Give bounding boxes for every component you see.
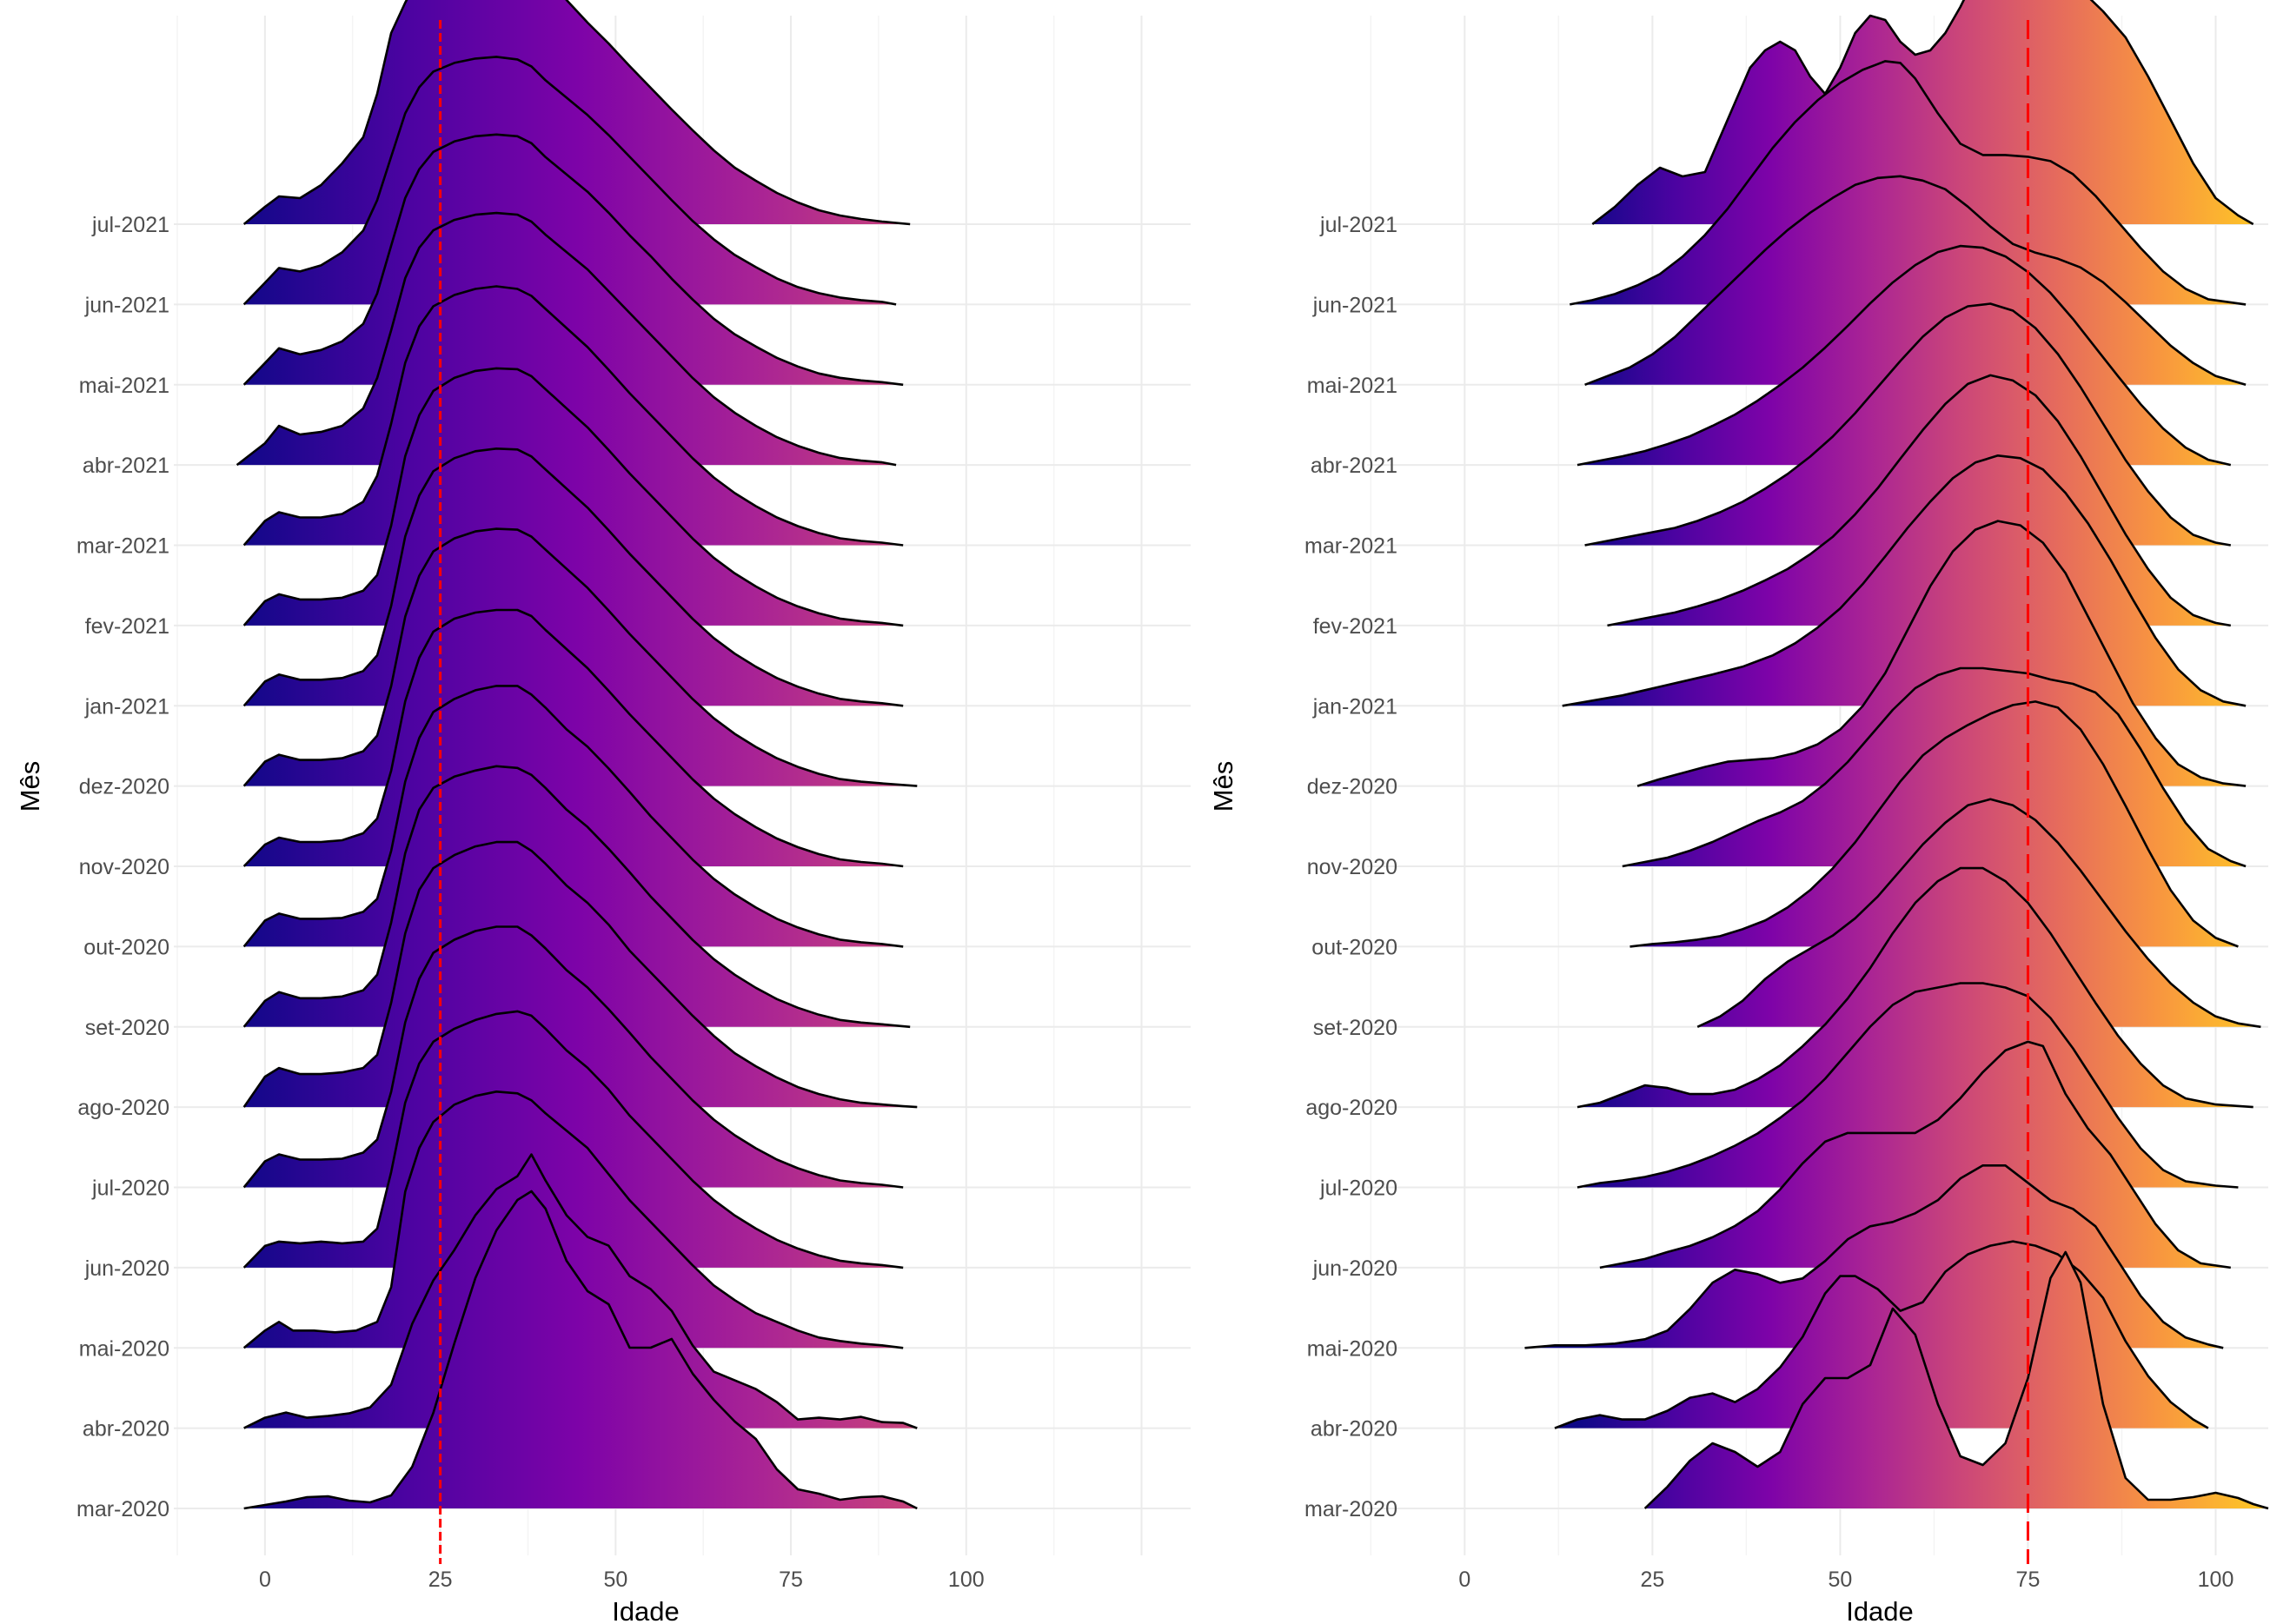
y-tick-label: mai-2020	[1307, 1336, 1397, 1361]
ridge-line-jun-2020	[242, 1010, 904, 1269]
ridge-line-jun-2021	[242, 56, 897, 306]
ridge-line-abr-2020	[1554, 1240, 2209, 1429]
y-tick-label: mar-2021	[76, 534, 169, 559]
x-tick-label: 75	[779, 1568, 803, 1592]
y-tick-label: jun-2020	[84, 1256, 169, 1281]
ridge-line-nov-2020	[1622, 666, 2247, 868]
x-tick-label: 50	[1829, 1568, 1853, 1592]
y-tick-label: abr-2021	[83, 454, 169, 478]
ridge-line-abr-2021	[1576, 244, 2232, 467]
x-tick-label: 100	[2198, 1568, 2234, 1592]
y-tick-label: nov-2020	[1307, 855, 1397, 879]
ridge-line-nov-2020	[242, 608, 904, 868]
y-tick-label: mar-2020	[1304, 1497, 1397, 1521]
ridge-line-jul-2020	[242, 925, 904, 1189]
y-axis-title: Mês	[15, 761, 45, 812]
ridge-line-ago-2020	[242, 840, 918, 1109]
ridge-line-mar-2021	[1584, 302, 2232, 547]
y-tick-label: abr-2021	[1311, 454, 1397, 478]
x-axis-title: Idade	[1846, 1596, 1914, 1624]
y-tick-label: set-2020	[85, 1016, 169, 1040]
x-tick-label: 25	[1640, 1568, 1664, 1592]
y-tick-label: jun-2020	[1312, 1256, 1397, 1281]
x-tick-label: 75	[2016, 1568, 2041, 1592]
y-tick-label: mai-2021	[79, 374, 169, 398]
ridge-line-jan-2021	[1562, 454, 2247, 707]
ridges	[236, 0, 918, 1510]
y-tick-label: nov-2020	[79, 855, 169, 879]
y-tick-label: jun-2021	[1312, 293, 1397, 317]
x-tick-label: 100	[948, 1568, 985, 1592]
y-tick-label: jul-2021	[1319, 213, 1397, 237]
ridge-line-set-2020	[242, 765, 911, 1029]
ridge-line-jul-2020	[1576, 982, 2239, 1189]
ridge-line-ago-2020	[1576, 866, 2253, 1109]
y-tick-label: jun-2021	[84, 293, 169, 317]
x-tick-label: 25	[428, 1568, 453, 1592]
ridge-line-out-2020	[1629, 700, 2239, 948]
ridge-line-fev-2021	[1607, 374, 2232, 627]
y-tick-label: mai-2021	[1307, 374, 1397, 398]
ridge-line-dez-2020	[1636, 520, 2247, 787]
y-tick-label: fev-2021	[85, 614, 169, 639]
ridge-line-jan-2021	[242, 447, 904, 707]
ridge-line-abr-2020	[243, 1153, 918, 1429]
x-tick-label: 50	[603, 1568, 627, 1592]
left-panel: mar-2020 abr-2020 mai-2020 jun-2020 jul-2020…	[15, 0, 1191, 1624]
y-tick-label: ago-2020	[77, 1096, 169, 1120]
ridge-line-mai-2021	[242, 133, 904, 387]
y-tick-label: mai-2020	[79, 1336, 169, 1361]
y-tick-label: jan-2021	[84, 694, 169, 719]
y-tick-label: set-2020	[1313, 1016, 1397, 1040]
ridge-fill-mar-2020	[1644, 1252, 2268, 1508]
y-tick-label: out-2020	[83, 935, 169, 959]
ridge-line-set-2020	[1696, 798, 2261, 1029]
y-tick-label: dez-2020	[1307, 775, 1397, 799]
ridge-line-jun-2021	[1570, 60, 2247, 306]
ridge-line-mar-2020	[243, 1190, 918, 1510]
ridge-line-jun-2020	[1599, 1040, 2231, 1269]
ridge-fill-ago-2020	[1577, 868, 2253, 1108]
x-axis-title: Idade	[612, 1596, 680, 1624]
ridge-line-dez-2020	[242, 527, 918, 787]
ridge-line-mai-2020	[1524, 1164, 2224, 1349]
y-tick-label: ago-2020	[1305, 1096, 1397, 1120]
ridge-line-abr-2021	[236, 211, 897, 467]
y-tick-label: jan-2021	[1312, 694, 1397, 719]
y-tick-label: abr-2020	[83, 1417, 169, 1442]
y-tick-label: mar-2020	[76, 1497, 169, 1521]
ridge-line-mai-2020	[242, 1090, 904, 1349]
y-tick-label: abr-2020	[1311, 1417, 1397, 1442]
y-tick-label: mar-2021	[1304, 534, 1397, 559]
right-panel: mar-2020 abr-2020 mai-2020 jun-2020 jul-2020…	[1208, 0, 2269, 1624]
y-tick-label: dez-2020	[79, 775, 169, 799]
ridge-line-mar-2020	[1643, 1250, 2269, 1510]
ridges	[1524, 0, 2269, 1510]
ridge-line-jul-2021	[1591, 0, 2254, 226]
ridge-fill-mar-2020	[243, 1191, 918, 1508]
ridge-line-mai-2021	[1584, 175, 2247, 387]
x-tick-label: 0	[259, 1568, 271, 1592]
y-tick-label: jul-2020	[1319, 1177, 1397, 1201]
ridge-line-jul-2021	[242, 0, 911, 226]
ridge-line-out-2020	[242, 685, 904, 948]
ridge-line-mar-2021	[242, 285, 904, 547]
ridge-fill-mai-2020	[243, 1091, 904, 1349]
y-tick-label: out-2020	[1311, 935, 1397, 959]
y-tick-label: fev-2021	[1313, 614, 1397, 639]
y-tick-label: jul-2021	[91, 213, 169, 237]
y-axis-title: Mês	[1208, 761, 1238, 812]
x-tick-label: 0	[1458, 1568, 1470, 1592]
ridge-line-fev-2021	[242, 367, 904, 627]
y-tick-label: jul-2020	[91, 1177, 169, 1201]
